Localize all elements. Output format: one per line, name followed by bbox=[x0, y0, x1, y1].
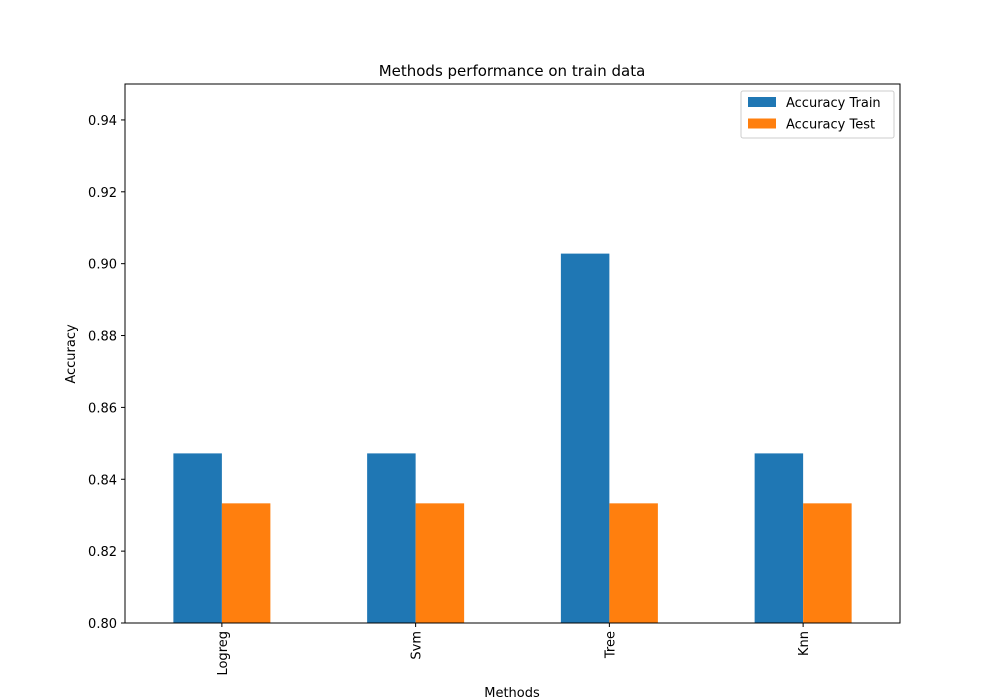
bar-knn-train bbox=[754, 453, 804, 623]
legend: Accuracy Train Accuracy Test bbox=[740, 90, 895, 139]
bar-knn-test bbox=[803, 503, 852, 623]
y-tick-label: 0.84 bbox=[88, 473, 117, 488]
x-axis-label: Methods bbox=[484, 686, 540, 700]
y-tick-label: 0.90 bbox=[88, 258, 117, 273]
x-axis: Logreg Svm Tree Knn bbox=[216, 623, 812, 676]
legend-box bbox=[740, 90, 895, 139]
bar-logreg-train bbox=[173, 453, 222, 623]
legend-swatch-test bbox=[748, 118, 776, 129]
y-tick-label: 0.86 bbox=[88, 401, 117, 416]
y-axis-label: Accuracy bbox=[64, 324, 79, 384]
bar-tree-train bbox=[560, 253, 610, 624]
legend-swatch-train bbox=[748, 97, 776, 107]
y-tick-label: 0.82 bbox=[88, 545, 117, 560]
bar-svm-train bbox=[367, 453, 416, 623]
y-tick-label: 0.92 bbox=[88, 186, 117, 201]
bar-tree-test bbox=[609, 503, 658, 623]
y-tick-label: 0.88 bbox=[88, 330, 117, 345]
bar-svm-test bbox=[415, 503, 465, 623]
bars-group bbox=[173, 253, 852, 624]
x-tick-label-knn: Knn bbox=[797, 631, 812, 656]
legend-label-train: Accuracy Train bbox=[786, 96, 881, 111]
x-tick-label-tree: Tree bbox=[603, 631, 618, 659]
x-tick-label-svm: Svm bbox=[410, 631, 425, 660]
chart-title: Methods performance on train data bbox=[379, 62, 646, 80]
plot-frame bbox=[124, 83, 901, 624]
y-tick-label: 0.80 bbox=[88, 617, 117, 632]
x-tick-label-logreg: Logreg bbox=[216, 631, 231, 676]
bar-logreg-test bbox=[221, 503, 271, 623]
y-tick-label: 0.94 bbox=[88, 114, 117, 129]
legend-label-test: Accuracy Test bbox=[786, 118, 875, 133]
y-axis: 0.80 0.82 0.84 0.86 0.88 0.90 0.92 0.94 bbox=[88, 114, 125, 632]
